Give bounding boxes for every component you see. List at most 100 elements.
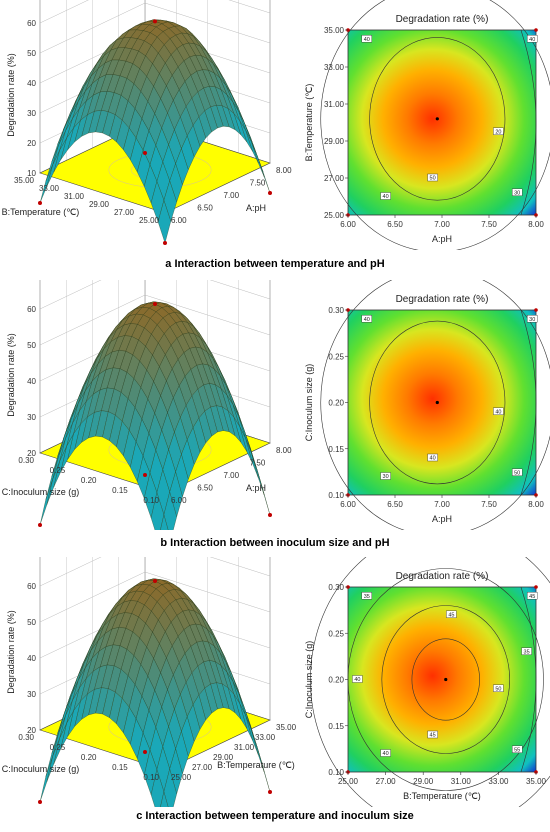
x-tick-label: 35.00 — [526, 777, 547, 786]
y-tick-label: 27.00 — [324, 174, 345, 183]
contour-line-0 — [411, 638, 480, 721]
surface-cell — [157, 199, 171, 244]
y-tick-label: 0.25 — [328, 629, 344, 638]
contour-label: 30 — [529, 317, 535, 323]
y-tick-label: 35.00 — [14, 176, 35, 185]
z-axis-label: Degradation rate (%) — [6, 333, 16, 417]
panel-b: 203040506070Degradation rate (%)6.006.50… — [0, 280, 550, 555]
design-point-center — [435, 117, 439, 121]
x-tick-label: 7.50 — [481, 500, 497, 509]
contour-label-box — [511, 468, 523, 477]
x-tick-label: 27.00 — [376, 777, 397, 786]
x-tick-label: 7.00 — [224, 471, 240, 480]
z-tick-label: 60 — [27, 305, 36, 314]
design-point — [38, 201, 42, 205]
contour-label: 40 — [383, 751, 389, 757]
contour-label: 45 — [529, 594, 535, 600]
y-tick-label: 27.00 — [114, 208, 135, 217]
design-point — [38, 800, 42, 804]
x-tick-label: 6.00 — [171, 216, 187, 225]
design-point-corner — [534, 585, 538, 589]
z-tick-label: 50 — [27, 618, 36, 627]
contour-label-box — [427, 453, 438, 462]
x-axis-label: A:pH — [246, 483, 266, 493]
contour-label: 40 — [364, 37, 370, 43]
x-tick-label: 8.00 — [276, 446, 292, 455]
x-tick-label: 7.50 — [250, 179, 266, 188]
contour-label-box — [427, 173, 438, 182]
z-tick-label: 40 — [27, 377, 36, 386]
x-tick-label: 6.50 — [387, 500, 403, 509]
y-tick-label: 33.00 — [39, 184, 60, 193]
caption-a: a Interaction between temperature and pH — [165, 258, 385, 270]
y-tick-label: 0.10 — [143, 773, 159, 782]
contour-field — [347, 309, 537, 496]
y-tick-label: 29.00 — [324, 137, 345, 146]
y-tick-label: 0.20 — [328, 399, 344, 408]
z-tick-label: 40 — [27, 654, 36, 663]
contour-line-0 — [369, 320, 506, 485]
design-point — [143, 473, 147, 477]
contour-line-3 — [310, 557, 550, 807]
z-grid-line — [39, 0, 89, 24]
z-tick-label: 40 — [27, 79, 36, 88]
y-tick-label: 0.20 — [328, 676, 344, 685]
contour-title: Degradation rate (%) — [396, 294, 489, 305]
y-tick-label: 0.15 — [328, 445, 344, 454]
contour-label-box — [493, 407, 504, 415]
surface-cell — [39, 479, 53, 526]
caption-b: b Interaction between inoculum size and … — [160, 537, 390, 549]
contour-line-1 — [320, 0, 550, 250]
x-tick-label: 8.00 — [276, 166, 292, 175]
x-tick-label: 33.00 — [488, 777, 509, 786]
z-tick-label: 20 — [27, 726, 36, 735]
x-tick-label: 6.50 — [387, 220, 403, 229]
contour-label-box — [493, 127, 504, 135]
contour-label-box — [380, 472, 391, 480]
surface-cell — [160, 791, 169, 807]
contour-label: 50 — [495, 686, 501, 692]
contour-label: 35 — [524, 649, 530, 655]
z-tick-label: 30 — [27, 690, 36, 699]
contour-label: 30 — [383, 474, 389, 480]
contour-label: 20 — [495, 129, 501, 135]
design-point-corner — [534, 308, 538, 312]
contour-line-edge — [520, 586, 537, 773]
z-grid-line — [228, 0, 271, 14]
surface-plot-c: 203040506070Degradation rate (%)25.0027.… — [2, 557, 297, 807]
contour-label-box — [427, 730, 438, 739]
contour-plot-b: Degradation rate (%) 40 30 40 30 50 40 6.00 6.50… — [304, 280, 550, 530]
contour-plot-a: Degradation rate (%) 40 40 50 40 30 20 6.00 6.50… — [304, 0, 550, 250]
contour-label-box — [380, 192, 391, 200]
contour-label-box — [527, 35, 538, 43]
z-tick-label: 60 — [27, 19, 36, 28]
y-tick-label: 25.00 — [324, 211, 345, 220]
contour-label: 40 — [529, 37, 535, 43]
x-tick-label: 6.00 — [340, 220, 356, 229]
y-tick-label: 0.10 — [143, 496, 159, 505]
y-axis-label: B:Temperature (℃) — [304, 84, 314, 162]
x-axis-label: A:pH — [432, 234, 452, 244]
design-point — [143, 151, 147, 155]
design-point-corner — [534, 28, 538, 32]
contour-line-edge — [520, 309, 537, 496]
contour-label-box — [521, 647, 532, 655]
z-tick-label: 20 — [27, 449, 36, 458]
y-tick-label: 0.30 — [328, 306, 344, 315]
x-tick-label: 29.00 — [213, 753, 234, 762]
y-tick-label: 0.10 — [328, 768, 344, 777]
y-tick-label: 0.20 — [81, 753, 97, 762]
contour-label-box — [527, 592, 538, 600]
y-tick-label: 0.15 — [328, 722, 344, 731]
x-tick-label: 25.00 — [171, 773, 192, 782]
x-tick-label: 31.00 — [234, 743, 255, 752]
x-axis-label: B:Temperature (℃) — [217, 760, 295, 770]
y-tick-label: 31.00 — [324, 100, 345, 109]
contour-line-edge — [520, 29, 537, 216]
design-point-center — [435, 400, 439, 405]
x-axis-label: B:Temperature (℃) — [403, 791, 481, 801]
z-tick-label: 50 — [27, 49, 36, 58]
contour-label: 30 — [514, 190, 520, 196]
contour-title: Degradation rate (%) — [396, 571, 489, 582]
contour-label-box — [493, 684, 504, 692]
